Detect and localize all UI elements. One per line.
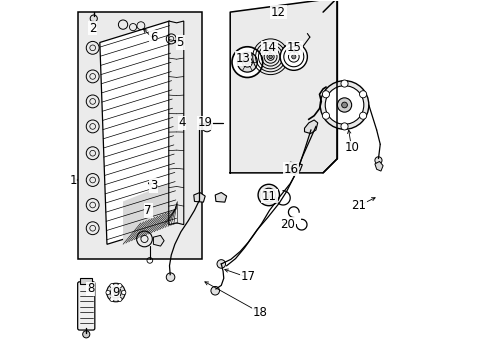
Text: 2: 2 — [89, 22, 96, 35]
Text: 14: 14 — [262, 41, 276, 54]
Circle shape — [320, 81, 368, 129]
Circle shape — [106, 291, 110, 295]
Circle shape — [210, 287, 219, 295]
Text: 11: 11 — [262, 190, 276, 203]
Text: 16: 16 — [283, 163, 298, 176]
Circle shape — [341, 102, 346, 108]
Text: 19: 19 — [197, 116, 212, 129]
Circle shape — [337, 98, 351, 112]
Circle shape — [118, 297, 122, 301]
Text: 7: 7 — [144, 204, 151, 217]
Polygon shape — [215, 193, 226, 202]
Text: 15: 15 — [286, 41, 301, 54]
Text: 17: 17 — [240, 270, 255, 283]
Text: 4: 4 — [178, 116, 185, 129]
Circle shape — [90, 15, 97, 22]
Polygon shape — [304, 120, 317, 134]
Circle shape — [237, 52, 257, 72]
Text: 10: 10 — [344, 141, 358, 154]
Text: 3: 3 — [149, 179, 157, 192]
Circle shape — [106, 283, 125, 302]
Text: 12: 12 — [270, 6, 285, 19]
Polygon shape — [287, 162, 302, 172]
Text: 21: 21 — [350, 198, 366, 212]
Text: 20: 20 — [279, 218, 294, 231]
Text: 13: 13 — [235, 52, 250, 65]
Circle shape — [359, 91, 366, 98]
Circle shape — [114, 291, 118, 295]
Circle shape — [359, 112, 366, 119]
Polygon shape — [100, 21, 176, 244]
Polygon shape — [168, 21, 183, 225]
Circle shape — [166, 273, 175, 282]
Bar — [80, 278, 92, 284]
Circle shape — [322, 91, 329, 98]
FancyBboxPatch shape — [78, 282, 95, 330]
Circle shape — [325, 86, 363, 124]
Text: 6: 6 — [149, 31, 157, 44]
Polygon shape — [153, 235, 164, 246]
Text: 1: 1 — [69, 174, 77, 186]
Bar — [78, 12, 201, 258]
Circle shape — [322, 112, 329, 119]
Text: 5: 5 — [176, 36, 183, 49]
Circle shape — [82, 331, 90, 338]
Circle shape — [291, 55, 295, 59]
Circle shape — [244, 60, 249, 64]
Circle shape — [202, 122, 211, 132]
Circle shape — [118, 284, 122, 288]
Text: 18: 18 — [253, 306, 267, 319]
Circle shape — [340, 123, 347, 130]
Circle shape — [110, 297, 114, 301]
Circle shape — [110, 284, 114, 288]
Circle shape — [122, 291, 125, 295]
Polygon shape — [374, 161, 382, 171]
Text: 8: 8 — [87, 283, 94, 296]
Polygon shape — [123, 180, 176, 244]
Circle shape — [265, 192, 271, 198]
Circle shape — [340, 80, 347, 87]
Circle shape — [374, 157, 381, 164]
Polygon shape — [193, 193, 205, 202]
Circle shape — [217, 260, 225, 268]
Circle shape — [268, 55, 272, 59]
Polygon shape — [230, 0, 337, 173]
Text: 9: 9 — [112, 286, 120, 299]
Circle shape — [258, 184, 279, 206]
Circle shape — [231, 47, 262, 77]
Circle shape — [280, 43, 307, 70]
